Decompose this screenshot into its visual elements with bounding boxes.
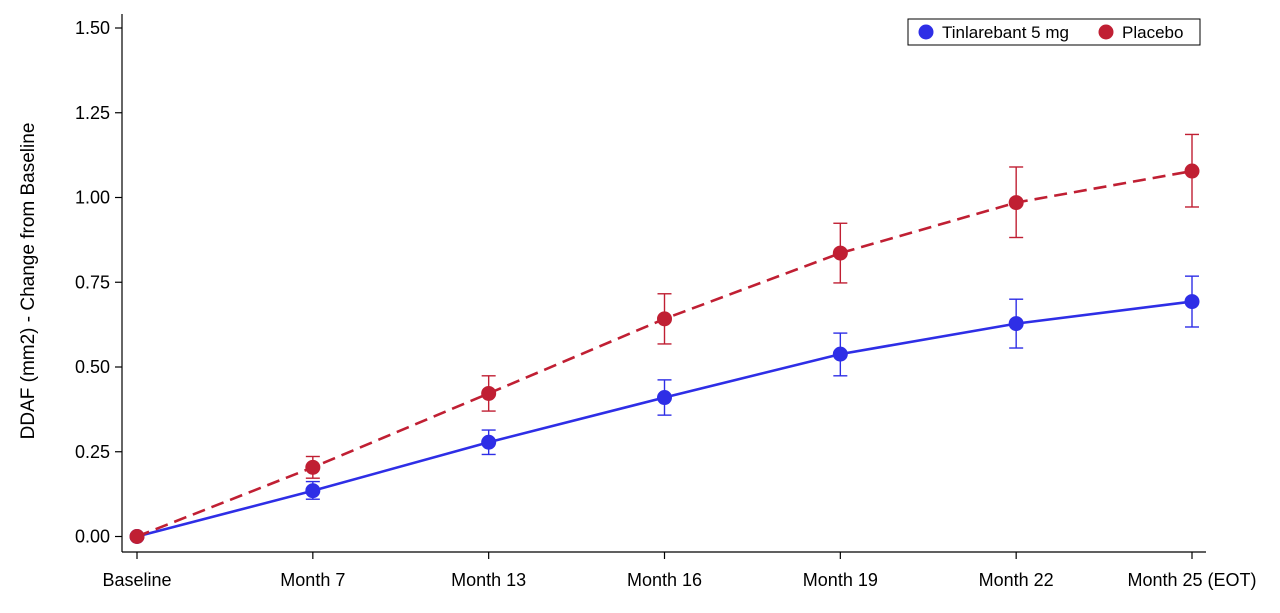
x-tick-label: Month 7 bbox=[280, 570, 345, 590]
data-point bbox=[832, 245, 848, 261]
y-tick-label: 0.50 bbox=[75, 357, 110, 377]
y-tick-label: 1.50 bbox=[75, 18, 110, 38]
data-point bbox=[1184, 163, 1200, 179]
data-point bbox=[1184, 294, 1200, 310]
data-point bbox=[481, 385, 497, 401]
data-point bbox=[129, 529, 145, 544]
y-tick-label: 0.25 bbox=[75, 442, 110, 462]
legend-box bbox=[907, 18, 1201, 46]
y-tick-label: 0.75 bbox=[75, 272, 110, 292]
y-tick-label: 0.00 bbox=[75, 527, 110, 547]
x-tick-label: Month 25 (EOT) bbox=[1127, 570, 1256, 590]
data-point bbox=[657, 390, 672, 406]
data-point bbox=[1008, 316, 1024, 332]
data-point bbox=[481, 434, 497, 450]
x-tick-label: Baseline bbox=[102, 570, 171, 590]
x-tick-label: Month 16 bbox=[627, 570, 702, 590]
legend: Tinlarebant 5 mg Placebo bbox=[907, 18, 1201, 46]
data-point bbox=[305, 483, 321, 499]
x-tick-label: Month 19 bbox=[803, 570, 878, 590]
data-point bbox=[657, 311, 672, 327]
y-axis-title: DDAF (mm2) - Change from Baseline bbox=[18, 123, 39, 440]
legend-marker bbox=[918, 24, 934, 40]
data-point bbox=[832, 346, 848, 362]
data-point bbox=[1008, 195, 1024, 211]
y-tick-label: 1.25 bbox=[75, 103, 110, 123]
legend-marker bbox=[1098, 24, 1114, 40]
series-line bbox=[136, 169, 1193, 538]
axes: 0.00 0.25 0.50 0.75 1.00 1.25 1.50 Baseline Mont… bbox=[18, 14, 1257, 590]
y-tick-label: 1.00 bbox=[75, 188, 110, 208]
legend-label: Tinlarebant 5 mg bbox=[942, 23, 1069, 42]
x-tick-label: Month 13 bbox=[451, 570, 526, 590]
series-layer bbox=[129, 133, 1200, 544]
series-placebo bbox=[129, 133, 1200, 544]
data-point bbox=[305, 459, 321, 475]
legend-label: Placebo bbox=[1122, 23, 1183, 42]
x-tick-label: Month 22 bbox=[979, 570, 1054, 590]
series-tinlarebant bbox=[129, 275, 1200, 544]
